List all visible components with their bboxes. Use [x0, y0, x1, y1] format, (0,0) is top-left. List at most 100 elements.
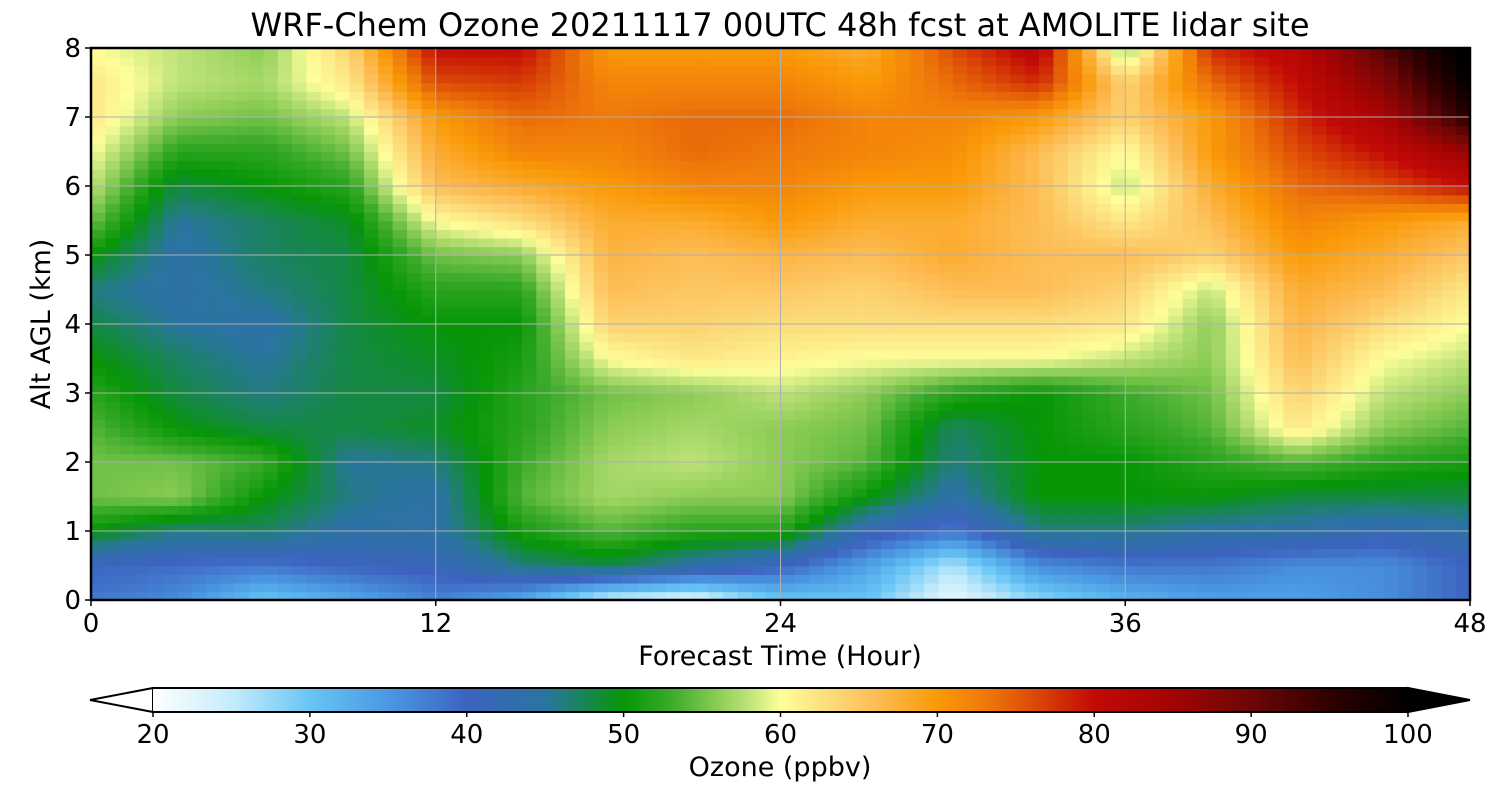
heat-cell	[895, 367, 911, 377]
heat-cell	[478, 487, 494, 498]
heat-cell	[1412, 298, 1428, 308]
heat-cell	[938, 315, 954, 325]
heat-cell	[1010, 315, 1026, 325]
heat-cell	[550, 194, 566, 205]
heat-cell	[622, 462, 638, 472]
heat-cell	[1355, 289, 1371, 299]
heat-cell	[148, 531, 164, 541]
heat-cell	[292, 160, 308, 170]
heat-cell	[91, 470, 107, 481]
heat-cell	[665, 349, 681, 360]
heat-cell	[823, 410, 839, 420]
heat-cell	[1125, 531, 1141, 541]
heat-cell	[665, 332, 681, 343]
heat-cell	[292, 315, 308, 325]
heat-cell	[694, 280, 710, 291]
heat-cell	[593, 203, 609, 213]
heat-cell	[909, 522, 925, 532]
heat-cell	[909, 487, 925, 498]
heat-cell	[536, 574, 552, 584]
heat-cell	[1311, 341, 1328, 351]
heat-cell	[909, 160, 925, 170]
heat-cell	[249, 479, 265, 489]
heat-cell	[435, 496, 451, 506]
heat-cell	[995, 341, 1012, 351]
heat-cell	[536, 470, 552, 481]
heat-cell	[435, 332, 451, 343]
heat-cell	[780, 418, 796, 429]
heat-cell	[895, 539, 911, 550]
heat-cell	[866, 194, 882, 205]
heat-cell	[608, 289, 624, 299]
heat-cell	[1455, 272, 1470, 282]
heat-cell	[1355, 565, 1371, 575]
heat-cell	[1426, 453, 1443, 463]
heat-cell	[794, 341, 811, 351]
heat-cell	[1383, 306, 1399, 317]
heat-cell	[162, 272, 178, 282]
heat-cell	[234, 324, 250, 334]
heat-cell	[651, 479, 667, 489]
heat-cell	[1268, 436, 1285, 446]
heat-cell	[837, 384, 854, 394]
heat-cell	[320, 289, 336, 299]
heat-cell	[1398, 582, 1414, 593]
heat-cell	[478, 582, 494, 593]
heat-cell	[593, 505, 609, 515]
heat-cell	[134, 220, 150, 230]
heat-cell	[1053, 160, 1069, 170]
heat-cell	[1326, 574, 1342, 584]
heat-cell	[91, 168, 107, 179]
heat-cell	[952, 444, 969, 455]
heat-cell	[967, 427, 983, 437]
heat-cell	[521, 513, 538, 524]
heat-cell	[565, 177, 581, 187]
heat-cell	[1053, 186, 1069, 196]
heat-cell	[320, 401, 336, 412]
heat-cell	[1182, 496, 1198, 506]
heat-cell	[694, 229, 710, 239]
heat-cell	[1297, 324, 1313, 334]
heat-cell	[809, 263, 825, 274]
heat-cell	[866, 324, 882, 334]
heat-cell	[134, 168, 150, 179]
heat-cell	[1326, 237, 1342, 248]
heat-cell	[1383, 513, 1399, 524]
heat-cell	[1355, 324, 1371, 334]
heat-cell	[1283, 272, 1299, 282]
heat-cell	[895, 203, 911, 213]
heat-cell	[565, 203, 581, 213]
heat-cell	[363, 496, 380, 506]
heat-cell	[1326, 522, 1342, 532]
heat-cell	[679, 487, 696, 498]
heat-cell	[766, 255, 782, 265]
heat-cell	[837, 505, 854, 515]
heat-cell	[249, 453, 265, 463]
heat-cell	[737, 194, 753, 205]
heat-cell	[162, 487, 178, 498]
heat-cell	[751, 349, 767, 360]
heat-cell	[708, 177, 724, 187]
heat-cell	[1211, 341, 1227, 351]
heat-cell	[852, 280, 868, 291]
heat-cell	[1340, 272, 1356, 282]
heat-cell	[837, 410, 854, 420]
heat-cell	[407, 168, 423, 179]
heat-cell	[1153, 427, 1170, 437]
heat-cell	[349, 539, 365, 550]
heat-cell	[622, 186, 638, 196]
heat-cell	[794, 332, 811, 343]
heat-cell	[363, 418, 380, 429]
heat-cell	[593, 565, 609, 575]
heat-cell	[335, 505, 351, 515]
heat-cell	[809, 591, 825, 600]
heat-cell	[1225, 462, 1241, 472]
heat-cell	[938, 462, 954, 472]
heat-cell	[1455, 186, 1470, 196]
heat-cell	[1355, 531, 1371, 541]
heat-cell	[636, 513, 653, 524]
heat-cell	[306, 548, 322, 558]
heat-cell	[536, 436, 552, 446]
heat-cell	[134, 367, 150, 377]
heat-cell	[435, 539, 451, 550]
